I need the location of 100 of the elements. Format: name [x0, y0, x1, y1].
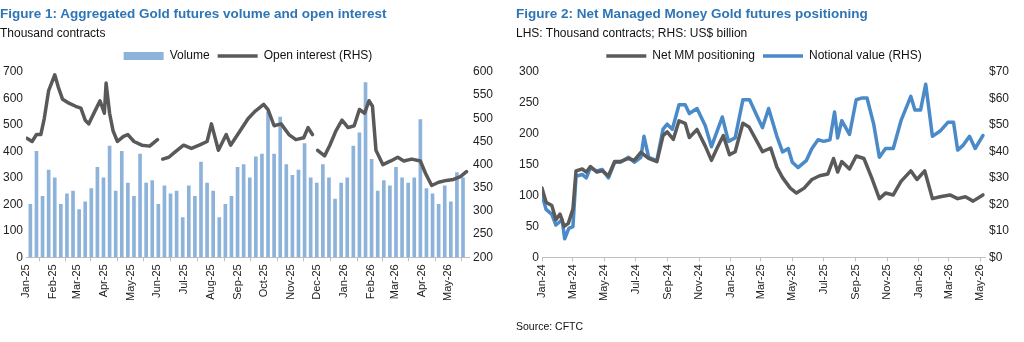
x-tick-label: May-25 [785, 264, 798, 302]
bar [260, 153, 264, 258]
x-tick-label: Oct-25 [256, 264, 269, 298]
y2-tick-label: $10 [988, 223, 1010, 238]
x-tick-label: Jun-25 [150, 264, 163, 298]
bar [65, 193, 69, 258]
legend-label: Volume [169, 48, 210, 63]
bar [284, 164, 289, 258]
x-tick-label: Jul-25 [176, 264, 189, 295]
y-tick-label: 500 [2, 117, 24, 132]
bar [144, 182, 148, 258]
x-tick-label: Jul-25 [816, 264, 829, 295]
bar [150, 180, 155, 258]
x-tick-label: Nov-25 [880, 264, 893, 300]
bar [254, 156, 258, 258]
x-tick-label: Mar-24 [565, 264, 578, 300]
x-tick-label: Nov-24 [692, 264, 705, 300]
bar [333, 198, 337, 258]
x-tick-label: Feb-26 [363, 264, 376, 300]
bar [461, 177, 465, 258]
bar [83, 201, 88, 258]
x-tick-label: Apr-25 [97, 264, 110, 298]
bar [381, 180, 386, 258]
y-tick-label: 200 [518, 126, 540, 141]
y2-tick-label: $0 [988, 249, 1003, 264]
bar [449, 201, 453, 258]
bar [339, 182, 343, 258]
bar [278, 116, 283, 258]
y-tick-label: 400 [2, 143, 24, 158]
y2-tick-label: 400 [472, 156, 494, 171]
y-tick-label: 300 [518, 64, 540, 79]
x-tick-label: May-24 [597, 264, 610, 302]
chart-subtitle: Thousand contracts [0, 26, 107, 42]
x-tick-label: Jan-24 [535, 264, 548, 298]
bar [199, 161, 203, 258]
bar [113, 190, 118, 258]
y2-tick-label: 450 [472, 133, 494, 148]
bar [308, 177, 313, 258]
x-tick-label: Jan-26 [336, 264, 349, 298]
bar [211, 190, 216, 258]
y2-tick-label: 200 [472, 249, 494, 264]
chart-title: Figure 2: Net Managed Money Gold futures positioning [516, 6, 869, 23]
source-note: Source: CFTC [516, 320, 585, 332]
x-tick-label: Sep-25 [230, 264, 243, 300]
legend-label: Notional value (RHS) [809, 48, 922, 63]
legend-label: Net MM positioning [652, 48, 756, 63]
y2-tick-label: $70 [988, 64, 1010, 79]
x-tick-label: Mar-25 [753, 264, 766, 300]
y-tick-label: 600 [2, 90, 24, 105]
y2-tick-label: 500 [472, 110, 494, 125]
bar [138, 153, 142, 258]
bar [400, 177, 404, 258]
y2-tick-label: $40 [988, 143, 1010, 158]
bar [52, 177, 57, 258]
x-tick-label: Aug-25 [203, 264, 216, 300]
bar [272, 153, 276, 258]
bar [394, 166, 398, 258]
bar [442, 185, 447, 258]
y-tick-label: 50 [525, 218, 540, 233]
y-tick-label: 700 [2, 64, 24, 79]
bar [455, 172, 459, 258]
y2-tick-label: $60 [988, 90, 1010, 105]
bar [345, 177, 350, 258]
y-tick-label: 250 [518, 95, 540, 110]
bar [59, 204, 63, 258]
chart-subtitle: LHS: Thousand contracts; RHS: US$ billion [516, 26, 749, 42]
bar [77, 209, 81, 258]
y2-tick-label: 300 [472, 203, 494, 218]
x-tick-label: May-26 [441, 264, 454, 302]
bar [186, 185, 191, 258]
x-tick-label: Nov-25 [283, 264, 296, 300]
y2-tick-label: 600 [472, 64, 494, 79]
x-tick-label: Sep-24 [660, 264, 673, 300]
y2-tick-label: $30 [988, 170, 1010, 185]
bar [126, 182, 130, 258]
y-tick-label: 0 [532, 249, 540, 264]
bar [321, 164, 325, 258]
bar [406, 182, 410, 258]
x-tick-label: Mar-26 [388, 264, 401, 300]
bar [193, 196, 197, 258]
bar [119, 151, 124, 258]
x-tick-label: Mar-25 [70, 264, 83, 300]
x-tick-label: Jul-24 [628, 264, 641, 295]
x-tick-label: Feb-25 [46, 264, 59, 300]
x-tick-label: Dec-25 [309, 264, 322, 300]
x-tick-label: May-26 [973, 264, 986, 302]
y-tick-label: 300 [2, 170, 24, 185]
x-tick-label: May-25 [123, 264, 136, 302]
y-tick-label: 0 [16, 249, 24, 264]
x-tick-label: Jan-25 [19, 264, 32, 298]
bar [71, 190, 75, 258]
bar [180, 217, 185, 258]
y2-tick-label: 250 [472, 226, 494, 241]
x-tick-label: Mar-26 [941, 264, 954, 300]
x-tick-label: Jan-26 [911, 264, 924, 298]
x-tick-label: Sep-25 [848, 264, 861, 300]
chart-title: Figure 1: Aggregated Gold futures volume and open interest [0, 6, 388, 23]
y-tick-label: 100 [518, 187, 540, 202]
y2-tick-label: 350 [472, 180, 494, 195]
x-tick-label: Jan-25 [723, 264, 736, 298]
